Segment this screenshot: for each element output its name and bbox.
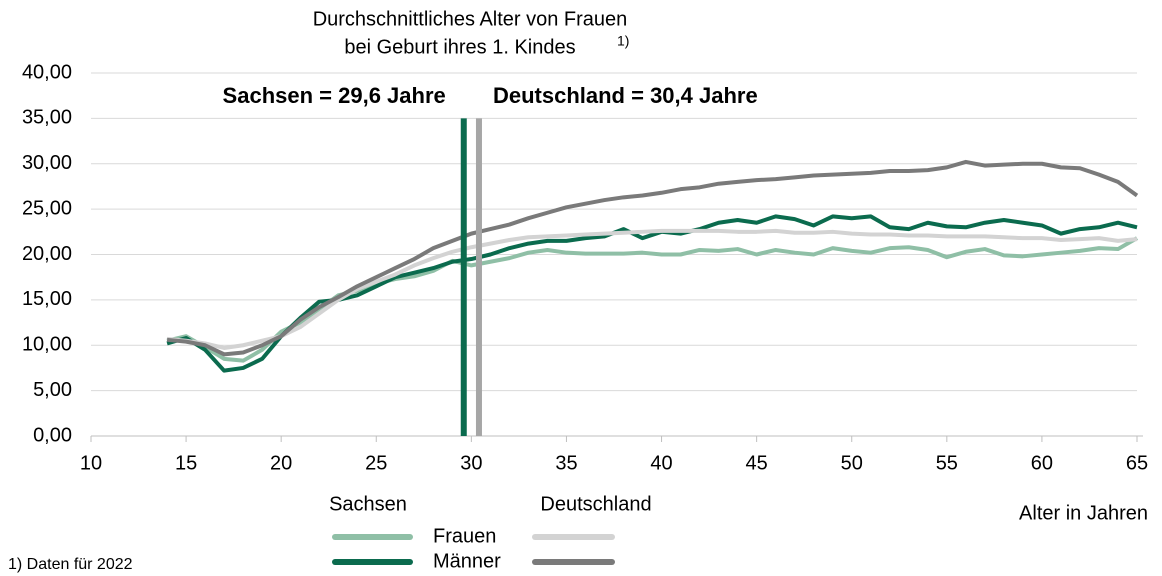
x-tick-label: 35 [555,452,577,474]
line-series [166,228,1138,350]
legend-label: Männer [433,550,501,572]
x-tick-label: 15 [175,452,197,474]
y-tick-label: 5,00 [33,379,72,401]
y-tick-label: 20,00 [22,243,72,265]
x-tick-label: 20 [270,452,292,474]
x-tick-label: 45 [746,452,768,474]
x-tick-label: 30 [460,452,482,474]
y-tick-label: 15,00 [22,288,72,310]
legend-label: Frauen [433,525,496,547]
chart-title: bei Geburt ihres 1. Kindes [344,36,575,58]
x-tick-label: 55 [936,452,958,474]
y-tick-label: 25,00 [22,197,72,219]
x-tick-label: 10 [80,452,102,474]
y-tick-label: 0,00 [33,424,72,446]
x-axis-label: Alter in Jahren [1019,502,1148,524]
y-tick-label: 30,00 [22,152,72,174]
line-series [166,159,1139,357]
x-tick-label: 25 [365,452,387,474]
x-tick-label: 50 [841,452,863,474]
footnote: 1) Daten für 2022 [8,556,133,573]
x-tick-label: 65 [1126,452,1148,474]
line-series [166,214,1138,373]
title-note: 1) [617,33,629,49]
chart-title: Durchschnittliches Alter von Frauen [313,8,628,30]
y-tick-label: 40,00 [22,61,72,83]
legend-group: Deutschland [540,493,651,515]
legend-group: Sachsen [329,493,407,515]
y-tick-label: 10,00 [22,334,72,356]
reference-label: Sachsen = 29,6 Jahre [223,83,446,108]
x-tick-label: 40 [650,452,672,474]
x-tick-label: 60 [1031,452,1053,474]
y-tick-label: 35,00 [22,107,72,129]
reference-label: Deutschland = 30,4 Jahre [493,83,758,108]
